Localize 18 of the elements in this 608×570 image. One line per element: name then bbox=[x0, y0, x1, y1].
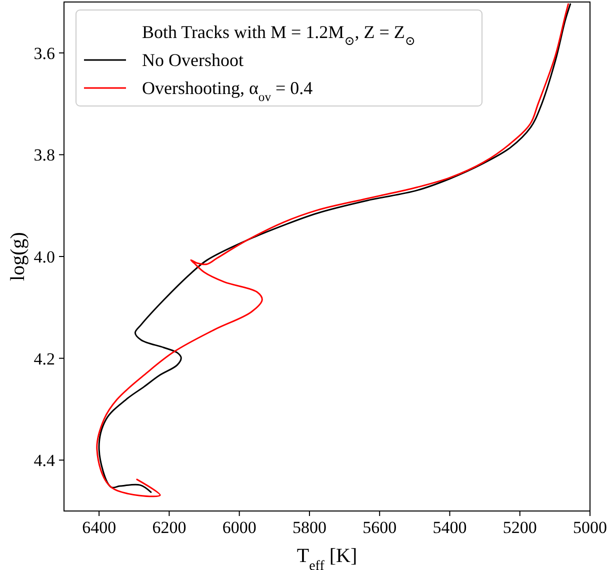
legend-title: Both Tracks with M = 1.2M$_{⊙}$, Z = Z$_{⊙}$ bbox=[142, 22, 416, 48]
y-axis-title: log(g) bbox=[7, 232, 29, 281]
x-tick-label: 5000 bbox=[573, 518, 607, 537]
y-tick-label: 4.2 bbox=[34, 349, 55, 368]
legend-label: Overshooting, α$_{ov}$ = 0.4 bbox=[142, 78, 313, 104]
x-tick-label: 5400 bbox=[432, 518, 467, 537]
x-axis-title: T$_{eff}$ [K] bbox=[296, 545, 358, 570]
x-tick-label: 6000 bbox=[222, 518, 256, 537]
y-tick-label: 3.8 bbox=[34, 146, 55, 165]
x-tick-label: 6200 bbox=[152, 518, 186, 537]
y-tick-label: 4.4 bbox=[34, 451, 56, 470]
y-tick-label: 4.0 bbox=[34, 248, 55, 266]
legend-label: No Overshoot bbox=[142, 50, 244, 70]
x-tick-label: 6400 bbox=[82, 518, 116, 537]
y-tick-label: 3.6 bbox=[34, 44, 55, 63]
x-tick-label: 5600 bbox=[362, 518, 397, 537]
x-tick-label: 5200 bbox=[502, 518, 537, 537]
x-tick-label: 5800 bbox=[292, 518, 326, 537]
